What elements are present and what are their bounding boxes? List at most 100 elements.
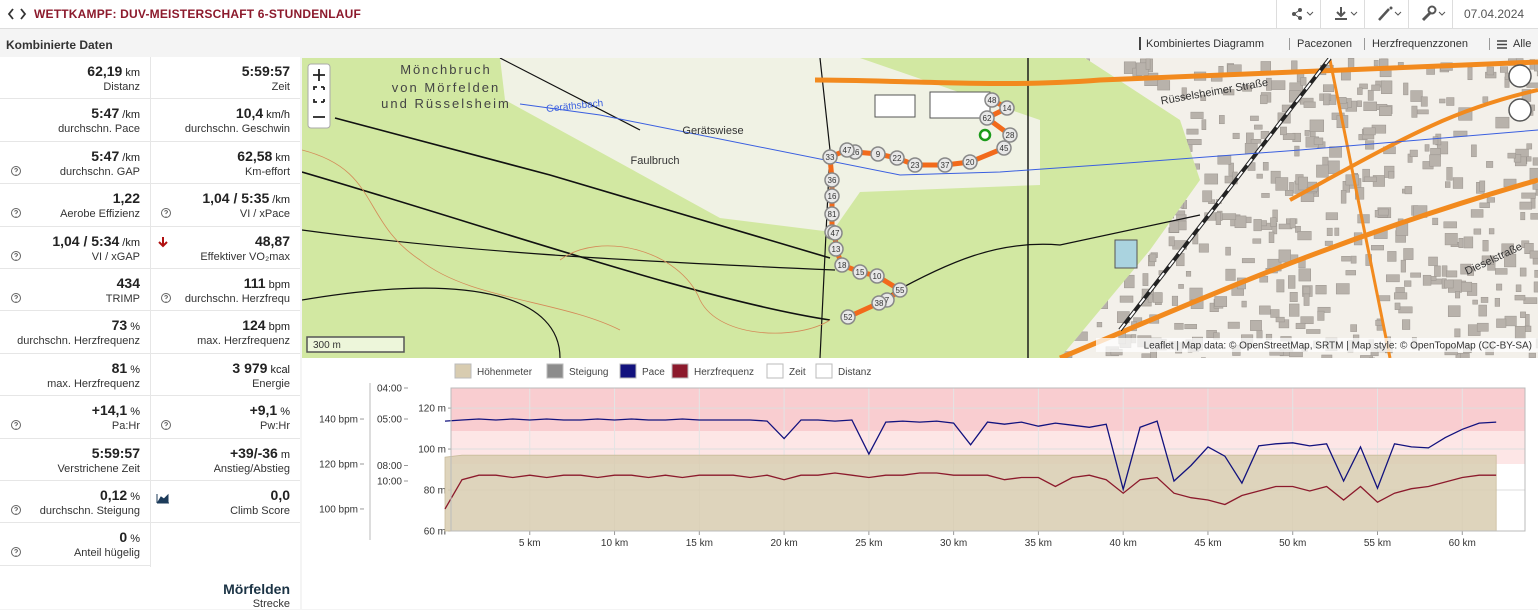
- help-mark: [165, 423, 168, 429]
- nav-arrows[interactable]: [6, 7, 30, 21]
- map-tool[interactable]: [1509, 65, 1531, 87]
- start-marker: [980, 130, 990, 140]
- legend-swatch[interactable]: [455, 364, 471, 378]
- building: [1496, 117, 1509, 128]
- building: [1522, 193, 1536, 198]
- map-tool[interactable]: [1509, 99, 1531, 121]
- building: [1235, 216, 1246, 228]
- unit-text: %: [130, 406, 140, 418]
- value-text: 73: [112, 317, 128, 333]
- building: [1445, 233, 1457, 245]
- building: [1445, 182, 1450, 188]
- building: [1215, 297, 1227, 307]
- building: [1474, 229, 1481, 234]
- value-text: 0,0: [271, 487, 290, 503]
- value-text: 62,19: [87, 63, 122, 79]
- stat-value: 1,04 / 5:34/km: [52, 233, 140, 249]
- route-label: Strecke: [253, 598, 290, 610]
- value-text: 5:47: [91, 105, 119, 121]
- building: [1453, 178, 1463, 189]
- building: [1388, 251, 1397, 261]
- icon-help: [10, 291, 24, 305]
- building: [1250, 116, 1258, 121]
- tab[interactable]: Pacezonen: [1297, 38, 1352, 50]
- building: [1172, 296, 1178, 305]
- x-tick-label: 5 km: [519, 538, 541, 549]
- legend-swatch[interactable]: [547, 364, 563, 378]
- unit-text: bpm: [269, 279, 290, 291]
- panel-title: Kombinierte Daten: [6, 38, 113, 52]
- building: [1335, 228, 1339, 236]
- legend-swatch[interactable]: [767, 364, 783, 378]
- download-button[interactable]: [1320, 0, 1365, 28]
- stat-value: +9,1%: [250, 402, 290, 418]
- stat-value: 0,0: [271, 487, 290, 503]
- unit-text: m: [281, 449, 290, 461]
- stat-label: max. Herzfrequenz: [197, 335, 290, 347]
- icon-chart: [156, 491, 170, 505]
- building: [1329, 147, 1341, 158]
- route-name: Mörfelden: [223, 581, 290, 597]
- zone-high: [451, 388, 1525, 431]
- building: [1533, 158, 1538, 165]
- stat-label: Distanz: [103, 81, 140, 93]
- value-text: 1,04 / 5:35: [202, 190, 269, 206]
- icon-help: [160, 206, 174, 220]
- building: [1301, 77, 1306, 85]
- zoom-controls[interactable]: [308, 64, 330, 128]
- pace-tick-label: 08:00: [377, 461, 402, 472]
- share-button[interactable]: [1276, 0, 1321, 28]
- activity-title: WETTKAMPF: DUV-MEISTERSCHAFT 6-STUNDENLA…: [34, 7, 361, 21]
- building: [1445, 280, 1454, 288]
- help-mark: [15, 296, 18, 302]
- building: [1325, 241, 1332, 245]
- stat-label: Verstrichene Zeit: [57, 463, 140, 475]
- building: [1425, 145, 1429, 152]
- building: [1365, 141, 1373, 150]
- building: [1187, 129, 1198, 134]
- unit-text: %: [130, 491, 140, 503]
- building: [1179, 284, 1184, 288]
- header: WETTKAMPF: DUV-MEISTERSCHAFT 6-STUNDENLA…: [0, 0, 1538, 29]
- building: [1461, 282, 1472, 291]
- stat-label: VI / xPace: [240, 208, 290, 220]
- elevation-area: [445, 455, 1496, 531]
- value-text: 0,12: [100, 487, 127, 503]
- legend-label: Herzfrequenz: [694, 367, 754, 378]
- unit-text: km/h: [266, 109, 290, 121]
- legend-swatch[interactable]: [816, 364, 832, 378]
- tab[interactable]: Alle: [1513, 38, 1531, 50]
- settings-button[interactable]: [1408, 0, 1453, 28]
- value-text: 124: [242, 317, 265, 333]
- bpm-tick-label: 140 bpm: [319, 415, 358, 426]
- stat-label: durchschn. Herzfrequ: [185, 293, 290, 305]
- stat-value: 434: [117, 275, 140, 291]
- building: [1496, 284, 1501, 290]
- building: [1280, 127, 1286, 135]
- building: [1288, 276, 1295, 289]
- building: [1473, 300, 1478, 304]
- unit-text: %: [130, 364, 140, 376]
- building: [1368, 90, 1373, 100]
- tab[interactable]: Herzfrequenzzonen: [1372, 38, 1468, 50]
- building: [1487, 67, 1494, 75]
- tab[interactable]: Kombiniertes Diagramm: [1146, 38, 1264, 50]
- legend-swatch[interactable]: [620, 364, 636, 378]
- building: [1372, 85, 1381, 91]
- magic-button[interactable]: [1364, 0, 1409, 28]
- building: [1487, 198, 1495, 203]
- marker-label: 18: [838, 261, 847, 270]
- building: [1219, 115, 1224, 123]
- building: [1254, 125, 1262, 129]
- pace-tick-label: 04:00: [377, 384, 402, 395]
- legend-swatch[interactable]: [672, 364, 688, 378]
- building: [1257, 331, 1262, 339]
